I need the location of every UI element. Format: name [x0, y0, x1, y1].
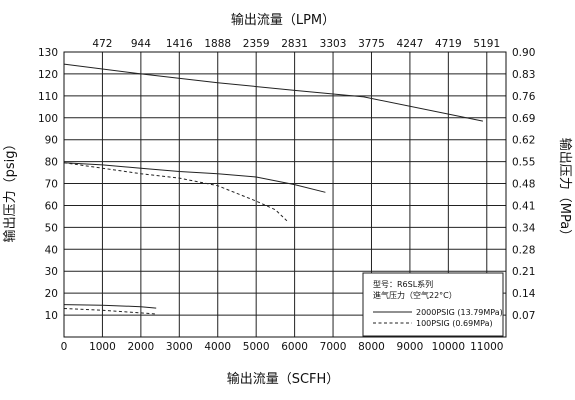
y-tick-label: 130 [38, 47, 58, 59]
x2-tick-label: 1416 [166, 38, 193, 50]
x-tick-label: 8000 [358, 341, 385, 353]
y-tick-label: 80 [45, 157, 58, 169]
x-tick-label: 6000 [281, 341, 308, 353]
y2-tick-label: 0.83 [512, 69, 535, 81]
left-axis-title: 输出压力（psig） [2, 138, 18, 243]
series-group [63, 63, 483, 315]
x2-tick-label: 5191 [473, 38, 500, 50]
legend-dashed-label: 100PSIG (0.69MPa) [416, 319, 493, 328]
legend-box [362, 272, 504, 337]
x2-tick-label: 4247 [397, 38, 424, 50]
x-tick-label: 11000 [470, 341, 503, 353]
legend-inlet-line: 進气压力（空气22°C） [373, 290, 457, 300]
y2-tick-label: 0.14 [512, 288, 536, 300]
tick-labels: 0 1000 472 2000 944 3000 1416 4000 1888 5000 2359 6… [38, 38, 536, 353]
y-tick-label: 110 [38, 91, 58, 103]
x-tick-label: 3000 [166, 341, 193, 353]
x2-tick-label: 3775 [358, 38, 385, 50]
series-line-2 [63, 162, 326, 193]
x2-tick-label: 1888 [204, 38, 231, 50]
y-tick-label: 120 [38, 69, 58, 81]
y-tick-label: 30 [45, 266, 58, 278]
y2-tick-label: 0.41 [512, 200, 535, 212]
series-line-3 [63, 162, 288, 222]
y-tick-label: 10 [45, 310, 58, 322]
x-tick-label: 4000 [204, 341, 231, 353]
y2-tick-label: 0.90 [512, 47, 535, 59]
y-tick-label: 90 [45, 135, 58, 147]
x2-tick-label: 944 [131, 38, 151, 50]
legend: 型号：R6SL系列 進气压力（空气22°C） 2000PSIG (13.79MP… [362, 272, 504, 337]
x-tick-label: 2000 [128, 341, 155, 353]
bottom-axis-title: 输出流量（SCFH） [227, 371, 340, 387]
x2-tick-label: 2359 [243, 38, 270, 50]
legend-solid-label: 2000PSIG (13.79MPa) [416, 308, 503, 317]
y2-tick-label: 0.76 [512, 91, 536, 103]
series-line-5 [63, 308, 157, 315]
x-tick-label: 1000 [89, 341, 116, 353]
y2-tick-label: 0.48 [512, 179, 535, 191]
x2-tick-label: 472 [92, 38, 112, 50]
x2-tick-label: 2831 [281, 38, 308, 50]
y-tick-label: 60 [45, 200, 58, 212]
y2-tick-label: 0.21 [512, 266, 535, 278]
x-tick-label: 0 [61, 341, 68, 353]
series-line-1 [63, 63, 483, 122]
x2-tick-label: 3303 [320, 38, 347, 50]
grid [64, 52, 506, 337]
y2-tick-label: 0.69 [512, 113, 535, 125]
x-tick-label: 10000 [432, 341, 465, 353]
y-tick-label: 50 [45, 222, 58, 234]
y-tick-label: 40 [45, 244, 58, 256]
y2-tick-label: 0.34 [512, 222, 536, 234]
y-tick-label: 70 [45, 179, 58, 191]
x-tick-label: 9000 [397, 341, 424, 353]
y2-tick-label: 0.62 [512, 135, 535, 147]
x2-tick-label: 4719 [435, 38, 462, 50]
right-axis-title: 输出压力（MPa） [557, 138, 573, 242]
series-line-4 [63, 304, 157, 309]
y2-tick-label: 0.55 [512, 157, 535, 169]
x-tick-label: 5000 [243, 341, 270, 353]
y-tick-label: 20 [45, 288, 58, 300]
y2-tick-label: 0.28 [512, 244, 535, 256]
plot-frame [63, 51, 507, 338]
x-tick-label: 7000 [320, 341, 347, 353]
y-tick-label: 100 [38, 113, 58, 125]
top-axis-title: 输出流量（LPM） [231, 12, 335, 28]
legend-model-line: 型号：R6SL系列 [373, 279, 433, 289]
y2-tick-label: 0.07 [512, 310, 535, 322]
